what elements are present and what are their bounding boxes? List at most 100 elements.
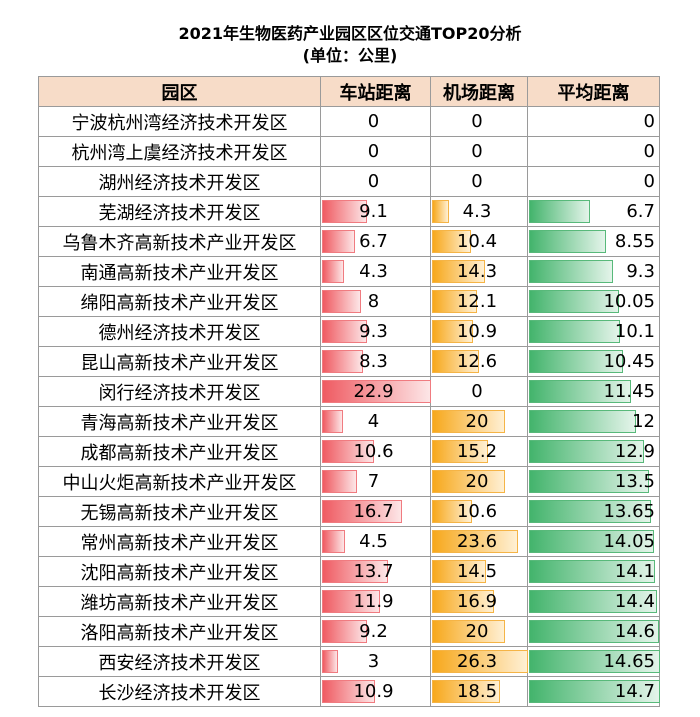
airport-value: 18.5 (456, 681, 498, 702)
airport-value: 15.2 (456, 441, 498, 462)
average-bar (529, 260, 613, 283)
airport-value: 14.3 (456, 261, 498, 282)
airport-value: 10.9 (456, 321, 498, 342)
table-row: 洛阳高新技术产业开发区 9.2 20 14.6 (38, 616, 660, 647)
table-row: 杭州湾上虞经济技术开发区 0 0 0 (38, 136, 660, 167)
airport-cell: 18.5 (430, 676, 528, 707)
station-cell: 8 (320, 286, 431, 317)
station-bar (322, 290, 361, 313)
station-bar (322, 410, 343, 433)
average-value: 9.3 (626, 261, 655, 282)
average-bar (529, 380, 631, 403)
table-row: 绵阳高新技术产业开发区 8 12.1 10.05 (38, 286, 660, 317)
station-cell: 16.7 (320, 496, 431, 527)
station-cell: 9.2 (320, 616, 431, 647)
average-cell: 6.7 (527, 196, 660, 227)
table-row: 芜湖经济技术开发区 9.1 4.3 6.7 (38, 196, 660, 227)
station-value: 9.2 (359, 621, 388, 642)
average-value: 13.5 (614, 471, 655, 492)
airport-cell: 10.4 (430, 226, 528, 257)
station-value: 7 (367, 471, 380, 492)
park-name: 无锡高新技术产业开发区 (38, 496, 321, 527)
station-cell: 10.9 (320, 676, 431, 707)
station-cell: 8.3 (320, 346, 431, 377)
airport-value: 20 (465, 471, 489, 492)
average-value: 10.1 (614, 321, 655, 342)
airport-value: 26.3 (456, 651, 498, 672)
station-bar (322, 650, 338, 673)
airport-value: 0 (471, 171, 483, 192)
park-name: 宁波杭州湾经济技术开发区 (38, 106, 321, 137)
table-row: 乌鲁木齐高新技术产业开发区 6.7 10.4 8.55 (38, 226, 660, 257)
station-cell: 6.7 (320, 226, 431, 257)
park-name: 绵阳高新技术产业开发区 (38, 286, 321, 317)
airport-value: 10.4 (456, 231, 498, 252)
airport-bar (432, 620, 505, 643)
average-cell: 10.45 (527, 346, 660, 377)
average-value: 14.4 (614, 591, 655, 612)
airport-value: 12.6 (456, 351, 498, 372)
data-table: 园区 车站距离 机场距离 平均距离 宁波杭州湾经济技术开发区 0 0 0 杭州湾上虞经济… (38, 76, 660, 707)
airport-bar (432, 440, 488, 463)
station-value: 0 (367, 171, 380, 192)
average-bar (529, 470, 649, 493)
average-cell: 14.05 (527, 526, 660, 557)
average-value: 14.65 (603, 651, 655, 672)
average-bar (529, 620, 659, 643)
airport-bar (432, 560, 486, 583)
average-cell: 13.5 (527, 466, 660, 497)
average-cell: 0 (527, 106, 660, 137)
average-bar (529, 560, 655, 583)
station-value: 22.9 (353, 381, 394, 402)
airport-bar (432, 290, 477, 313)
airport-cell: 15.2 (430, 436, 528, 467)
header-park: 园区 (38, 76, 321, 107)
average-bar (529, 410, 636, 433)
airport-bar (432, 530, 518, 553)
station-value: 10.6 (353, 441, 394, 462)
header-row: 园区 车站距离 机场距离 平均距离 (38, 76, 660, 107)
average-value: 0 (643, 171, 655, 192)
station-cell: 7 (320, 466, 431, 497)
chart-title: 2021年生物医药产业园区区位交通TOP20分析 (178, 24, 522, 43)
average-bar (529, 530, 654, 553)
station-cell: 4 (320, 406, 431, 437)
average-value: 14.6 (614, 621, 655, 642)
airport-value: 20 (465, 411, 489, 432)
average-bar (529, 230, 606, 253)
station-bar (322, 200, 367, 223)
average-cell: 14.6 (527, 616, 660, 647)
average-bar (529, 320, 620, 343)
table-row: 德州经济技术开发区 9.3 10.9 10.1 (38, 316, 660, 347)
chart-subtitle: (单位：公里) (302, 46, 398, 65)
station-bar (322, 230, 355, 253)
average-bar (529, 590, 657, 613)
average-value: 12 (632, 411, 655, 432)
park-name: 潍坊高新技术产业开发区 (38, 586, 321, 617)
table-row: 青海高新技术产业开发区 4 20 12 (38, 406, 660, 437)
airport-cell: 0 (430, 376, 528, 407)
average-cell: 10.1 (527, 316, 660, 347)
average-bar (529, 200, 590, 223)
average-cell: 14.65 (527, 646, 660, 677)
average-cell: 9.3 (527, 256, 660, 287)
airport-bar (432, 680, 500, 703)
park-name: 西安经济技术开发区 (38, 646, 321, 677)
station-value: 10.9 (353, 681, 394, 702)
average-value: 14.7 (614, 681, 655, 702)
airport-value: 16.9 (456, 591, 498, 612)
airport-cell: 20 (430, 616, 528, 647)
airport-value: 0 (471, 111, 483, 132)
average-cell: 11.45 (527, 376, 660, 407)
average-value: 13.65 (603, 501, 655, 522)
airport-bar (432, 500, 472, 523)
station-bar (322, 500, 402, 523)
average-bar (529, 350, 623, 373)
station-cell: 0 (320, 136, 431, 167)
airport-bar (432, 320, 473, 343)
station-bar (322, 440, 374, 463)
station-bar (322, 320, 367, 343)
average-bar (529, 650, 660, 673)
station-cell: 11.9 (320, 586, 431, 617)
station-value: 0 (367, 111, 380, 132)
